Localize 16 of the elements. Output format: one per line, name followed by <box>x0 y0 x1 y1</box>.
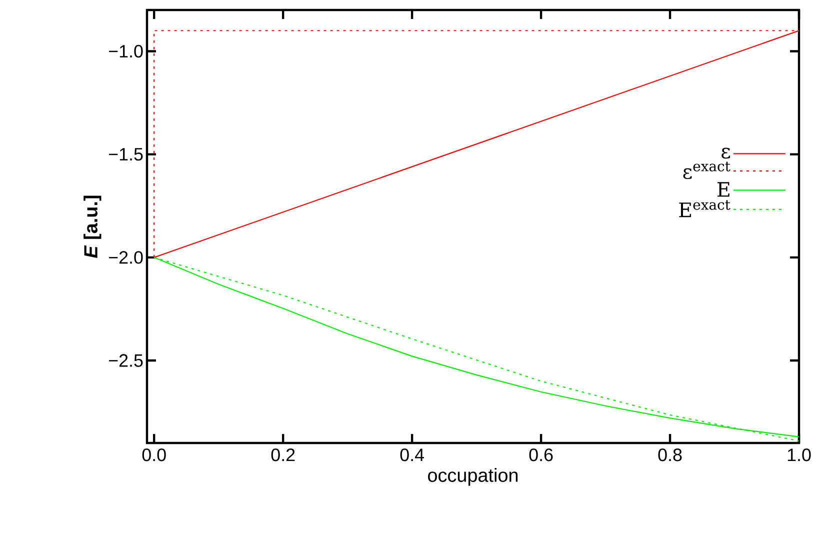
legend-label: ε$^{exact}$ <box>683 162 730 180</box>
y-tick-label: −2.0 <box>108 251 143 264</box>
y-tick-label: −1.5 <box>108 148 143 161</box>
x-tick-label: 0.0 <box>142 448 166 462</box>
legend-label: E <box>717 182 730 197</box>
x-tick-label: 1.0 <box>788 448 811 462</box>
y-tick-label: −2.5 <box>108 354 143 367</box>
x-axis-title: occupation <box>428 468 518 486</box>
y-axis-title: E [a.u.] <box>84 196 102 258</box>
x-tick-label: 0.6 <box>529 448 553 462</box>
x-tick-label: 0.2 <box>271 448 295 462</box>
legend-label: ε <box>722 148 730 159</box>
legend-label: E$^{exact}$ <box>679 200 730 218</box>
y-tick-label: −1.0 <box>108 44 143 58</box>
x-tick-label: 0.4 <box>400 448 424 462</box>
x-tick-label: 0.8 <box>658 448 682 462</box>
